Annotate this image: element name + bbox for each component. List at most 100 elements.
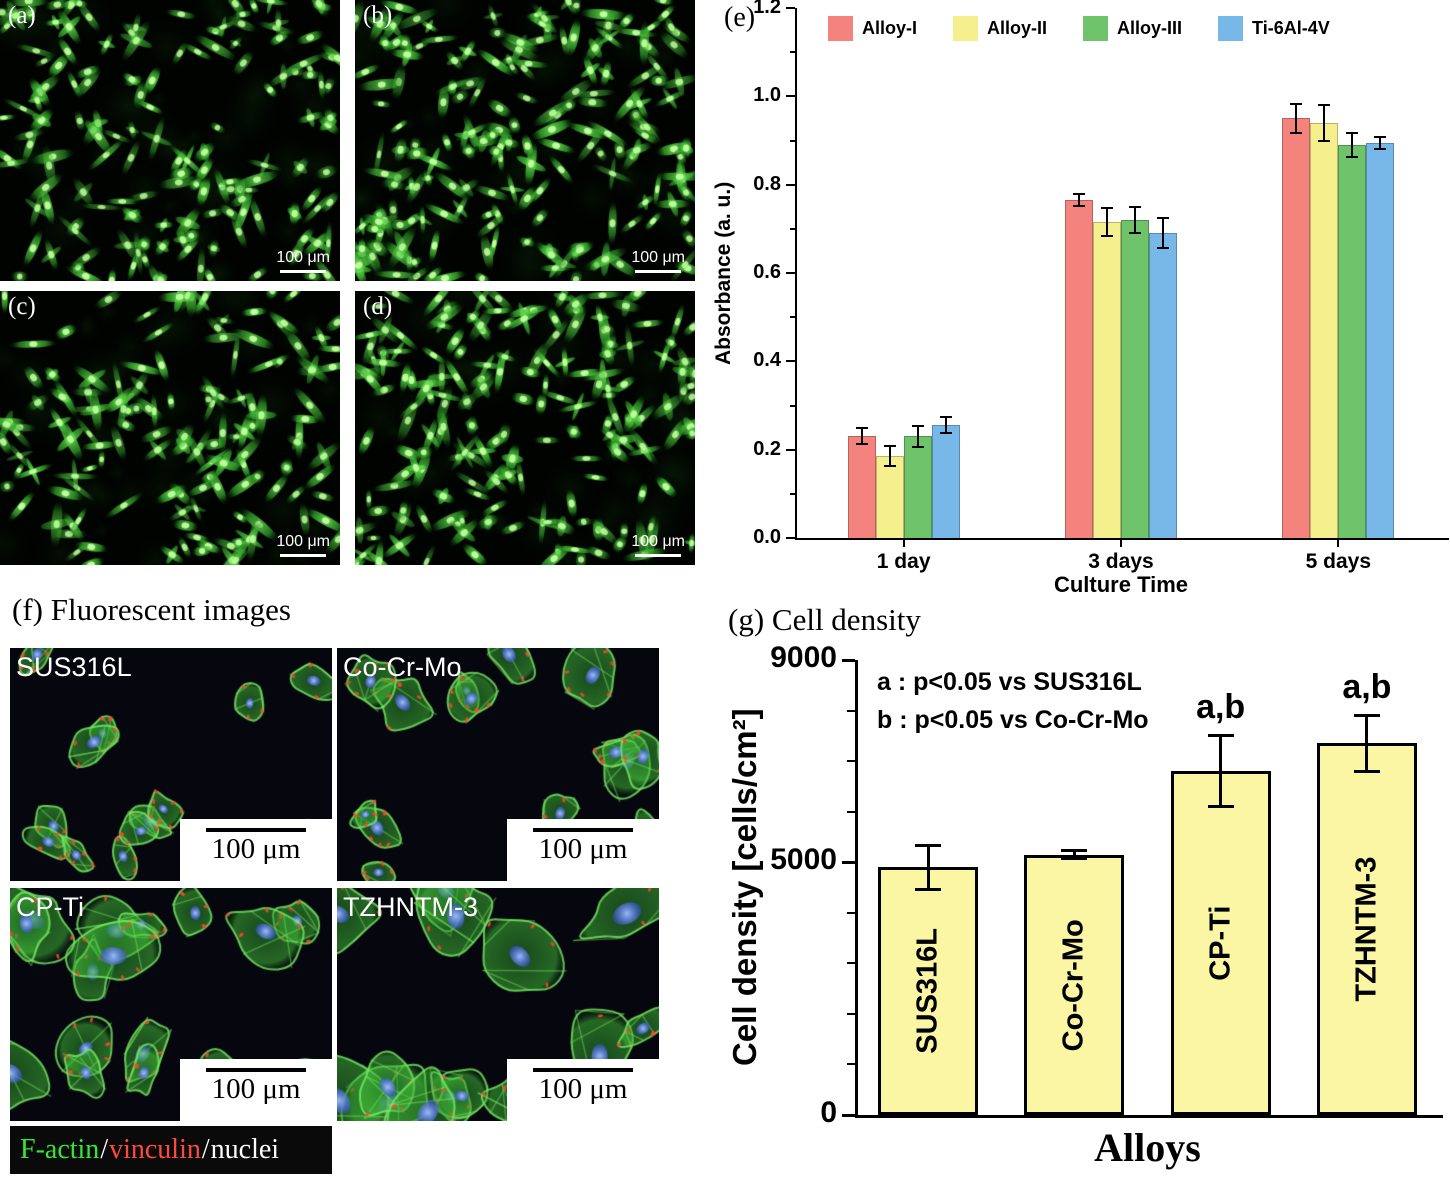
scale-bar: 100 μm [507, 1059, 659, 1121]
error-bar-cap [1073, 205, 1085, 208]
legend-item: Alloy-I [828, 16, 917, 41]
chart-absorbance: (e) Absorbance (a. u.) Culture Time 0.0 0… [710, 0, 1450, 610]
error-bar [860, 428, 863, 445]
error-bar [926, 845, 930, 890]
y-tick-label: 0 [820, 1096, 837, 1129]
bar-label: SUS316L [911, 928, 944, 1054]
y-axis-title: Absorbance (a. u.) [712, 181, 735, 365]
scale-bar: 100 μm [276, 249, 330, 273]
error-bar [1219, 735, 1223, 807]
alloy-label: SUS316L [16, 652, 132, 682]
error-bar-cap [1061, 849, 1088, 853]
error-bar-cap [1061, 857, 1088, 861]
error-bar [916, 426, 919, 447]
scale-bar-text: 100 μm [276, 249, 330, 266]
legend-swatch [828, 16, 853, 41]
bar-label: CP-Ti [1204, 905, 1237, 981]
y-tick [786, 272, 795, 274]
error-bar-cap [1353, 769, 1380, 773]
panel-letter: (e) [724, 2, 756, 33]
error-bar-cap [1290, 103, 1303, 106]
scale-bar-line [635, 554, 682, 557]
x-axis-title: Alloys [1094, 1125, 1201, 1170]
alloy-label: TZHNTM-3 [343, 892, 478, 922]
bar [1338, 144, 1367, 538]
legend-item: Alloy-III [1083, 16, 1182, 41]
bar [931, 425, 960, 538]
error-bar [888, 446, 891, 467]
scale-bar-text: 100 μm [211, 1073, 301, 1105]
panel-letter: (b) [363, 2, 393, 29]
error-bar-cap [1318, 104, 1331, 107]
panel-letter: (a) [8, 2, 36, 29]
error-bar [1365, 715, 1369, 772]
error-bar-cap [1318, 139, 1331, 142]
bar-label: Co-Cr-Mo [1057, 918, 1090, 1051]
legend: Alloy-I Alloy-II Alloy-III Ti-6Al-4V [828, 16, 1330, 41]
y-minor-tick [790, 316, 795, 319]
bar [847, 436, 876, 538]
micrograph-panel-co-cr-mo: Co-Cr-Mo 100 μm [337, 648, 659, 881]
bar [1093, 222, 1121, 538]
bar [1310, 122, 1339, 538]
y-tick [786, 360, 795, 363]
error-bar-cap [1129, 232, 1141, 235]
scale-bar-text: 100 μm [211, 833, 301, 865]
y-tick-label: 9000 [770, 641, 837, 674]
y-tick [786, 537, 795, 539]
y-minor-tick [847, 709, 855, 712]
error-bar [1078, 193, 1080, 207]
y-minor-tick [847, 962, 855, 965]
x-tick [1120, 540, 1122, 547]
micrograph-panel-d: (d) 100 μm [355, 291, 695, 565]
error-bar [944, 417, 947, 434]
micrograph-panel-a: (a) 100 μm [0, 0, 340, 281]
legend-label: Alloy-I [862, 18, 918, 38]
error-bar-cap [1073, 192, 1085, 195]
error-bar-cap [1207, 805, 1234, 809]
micrograph-panel-tzhntm-3: TZHNTM-3 100 μm [337, 888, 659, 1121]
y-minor-tick [847, 1012, 855, 1015]
scale-bar: 100 μm [631, 533, 685, 557]
stain-vinculin: vinculin [109, 1134, 201, 1165]
scale-bar-line [206, 828, 306, 832]
bar [875, 456, 904, 538]
chart-cell-density: (g) Cell density Cell density [cells/cm²… [720, 598, 1450, 1186]
x-tick-label: 3 days [1088, 550, 1154, 573]
bar [1170, 771, 1271, 1115]
y-tick-label: 1.0 [753, 84, 781, 107]
scale-bar: 100 μm [507, 819, 659, 881]
stain-f-actin: F-actin [20, 1134, 100, 1165]
error-bar [1162, 218, 1164, 249]
y-tick-label: 1.2 [753, 0, 781, 18]
scale-bar-line [635, 270, 682, 273]
y-minor-tick [790, 139, 795, 142]
error-bar [1106, 208, 1108, 237]
error-bar [1072, 850, 1076, 859]
cell-micrograph [355, 291, 695, 565]
legend-item: Ti-6Al-4V [1218, 16, 1330, 41]
error-bar-cap [1101, 207, 1113, 210]
legend-label: Ti-6Al-4V [1252, 18, 1330, 38]
legend-label: Alloy-III [1117, 18, 1183, 38]
stain-separator: / [100, 1134, 109, 1165]
error-bar [1295, 104, 1298, 133]
y-tick [786, 183, 795, 186]
y-minor-tick [847, 1063, 855, 1066]
scale-bar-line [533, 828, 633, 832]
error-bar-cap [883, 465, 896, 468]
scale-bar-text: 100 μm [538, 1073, 628, 1105]
alloy-label: Co-Cr-Mo [343, 652, 462, 682]
alloy-label: CP-Ti [16, 892, 84, 922]
legend-swatch [1218, 16, 1244, 41]
cell-micrograph [355, 0, 695, 281]
y-tick-label: 0.4 [753, 349, 781, 372]
bar [1366, 142, 1395, 538]
section-f-title: (f) Fluorescent images [12, 592, 291, 627]
legend-label: Alloy-II [987, 18, 1048, 38]
y-tick [786, 7, 795, 9]
y-tick [786, 448, 795, 451]
plot-area [795, 8, 1449, 540]
annotation-line: b : p<0.05 vs Co-Cr-Mo [877, 706, 1149, 734]
